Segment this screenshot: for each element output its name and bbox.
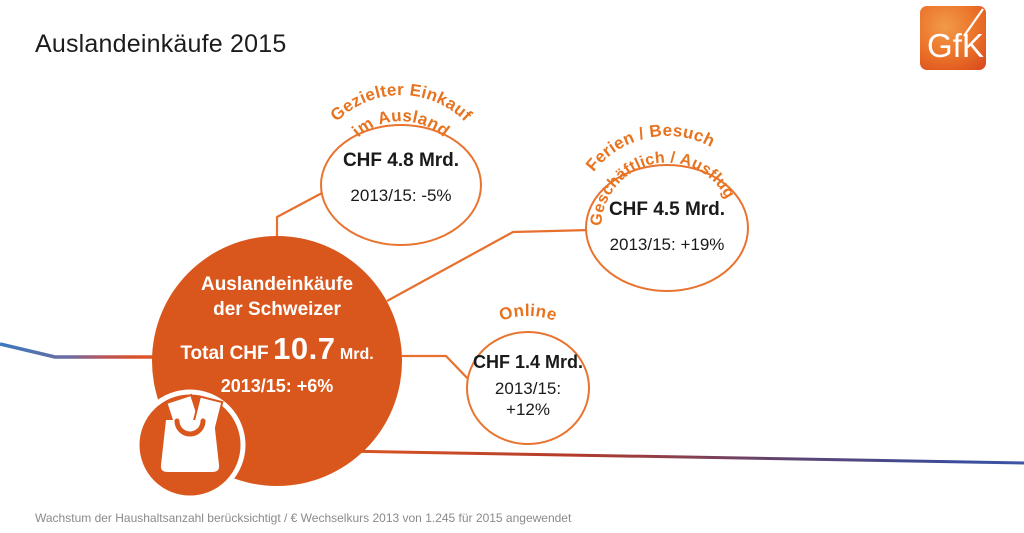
bubble-online-label: Online — [497, 301, 560, 325]
bubble-ferien-text: CHF 4.5 Mrd. 2013/15: +19% — [587, 199, 747, 255]
main-total: Total CHF 10.7 Mrd. — [180, 331, 374, 366]
bubble-value: CHF 1.4 Mrd. — [472, 352, 583, 372]
page-title: Auslandeinkäufe 2015 — [35, 30, 287, 58]
main-title-line1: Auslandeinkäufe — [200, 274, 354, 295]
bubble-ferien-outline — [585, 164, 749, 292]
shopping-bag-icon — [160, 393, 224, 472]
icon-circle — [134, 389, 246, 501]
bubble-online-outline — [466, 331, 590, 445]
main-circle-text: Auslandeinkäufe der Schweizer Total CHF … — [162, 272, 392, 397]
main-total-value: 10.7 — [273, 331, 336, 366]
left-trend-line — [0, 342, 158, 359]
bubble-change: 2013/15: +19% — [609, 235, 725, 254]
connector-gezielter — [275, 192, 323, 240]
connector-online — [402, 354, 473, 384]
bottom-trend-line — [339, 449, 1024, 465]
bubble-change: 2013/15: -5% — [350, 186, 452, 205]
main-title-line2: der Schweizer — [213, 299, 341, 320]
bubble-change: 2013/15: +12% — [494, 379, 562, 419]
gfk-logo: GfK — [919, 5, 987, 71]
main-change: 2013/15: +6% — [220, 376, 334, 396]
footer-note: Wachstum der Haushaltsanzahl berücksicht… — [35, 511, 572, 525]
bubble-online-text: CHF 1.4 Mrd. 2013/15: +12% — [466, 352, 590, 420]
svg-text:GfK: GfK — [927, 27, 984, 64]
bubble-gezielter-outline — [320, 124, 482, 246]
bubble-value: CHF 4.5 Mrd. — [608, 199, 726, 220]
bubble-value: CHF 4.8 Mrd. — [342, 150, 460, 171]
gfk-logo-mark: GfK — [920, 6, 986, 70]
bubble-gezielter-text: CHF 4.8 Mrd. 2013/15: -5% — [321, 150, 481, 206]
connector-ferien — [386, 228, 591, 302]
